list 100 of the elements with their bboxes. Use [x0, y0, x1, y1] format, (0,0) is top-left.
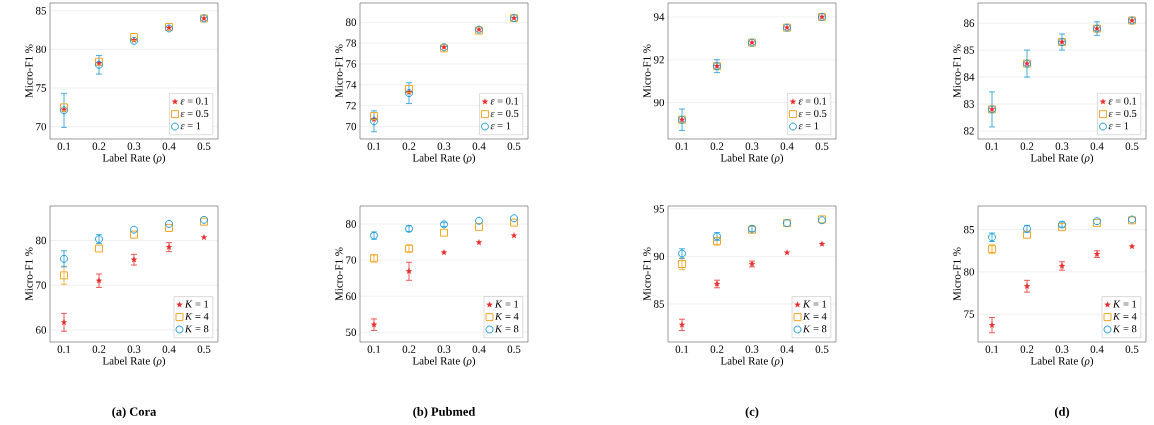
x-tick-label: 0.5 [507, 345, 521, 353]
x-tick-label: 0.4 [162, 142, 176, 150]
legend-label: K = 8 [802, 325, 827, 333]
text: (a) Cora [112, 407, 157, 419]
x-tick-label: 0.3 [127, 345, 141, 353]
y-tick-label: 95 [653, 205, 665, 213]
x-tick-label: 0.1 [675, 142, 689, 150]
x-tick-label: 0.3 [127, 142, 141, 150]
y-tick-label: 72 [346, 102, 356, 110]
y-tick-label: 78 [346, 39, 357, 47]
x-tick-label: 0.1 [367, 142, 381, 150]
y-tick-label: 80 [345, 18, 357, 26]
x-tick-label: 0.4 [780, 345, 794, 353]
y-tick-label: 90 [653, 252, 665, 261]
text: (b) Pubmed [413, 407, 476, 419]
legend-label: ε = 0.1 [798, 97, 827, 105]
x-tick-label: 0.5 [815, 345, 829, 353]
y-tick-label: 85 [35, 7, 47, 15]
text: (c) [745, 407, 759, 419]
y-axis-title: Micro-F1 % [25, 44, 33, 98]
x-tick-label: 0.3 [1055, 142, 1069, 150]
x-tick-label: 0.2 [1020, 345, 1034, 353]
x-tick-label: 0.3 [1055, 345, 1069, 353]
legend-label: ε = 0.5 [798, 109, 827, 117]
legend-label: ε = 0.1 [1108, 97, 1137, 105]
y-tick-label: 83 [963, 100, 975, 108]
x-tick-label: 0.5 [1125, 142, 1139, 150]
y-tick-label: 70 [36, 281, 47, 289]
legend-label: K = 4 [494, 312, 519, 320]
y-axis-title: Micro-F1 % [335, 44, 343, 98]
x-axis-title: Label Rate (ρ) [1030, 153, 1094, 164]
x-tick-label: 0.4 [1090, 345, 1104, 353]
y-tick-label: 85 [963, 46, 975, 54]
x-tick-label: 0.2 [710, 142, 724, 150]
y-tick-label: 92 [653, 56, 664, 64]
x-tick-label: 0.3 [437, 345, 451, 353]
legend-label: K = 8 [494, 325, 519, 333]
legend-label: K = 8 [1112, 325, 1137, 333]
x-tick-label: 0.4 [472, 345, 486, 353]
x-tick-label: 0.1 [985, 345, 999, 353]
x-axis-title: Label Rate (ρ) [412, 356, 476, 367]
y-tick-label: 82 [963, 127, 974, 135]
x-tick-label: 0.2 [402, 345, 416, 353]
x-tick-label: 0.5 [197, 345, 211, 353]
legend-label: K = 4 [1112, 312, 1137, 320]
y-tick-label: 70 [346, 256, 357, 264]
y-tick-label: 74 [346, 81, 357, 89]
legend-label: ε = 0.5 [1108, 109, 1137, 117]
x-axis-title: Label Rate (ρ) [102, 153, 166, 164]
legend-label: K = 8 [184, 325, 209, 333]
y-axis-title: Micro-F1 % [335, 247, 343, 301]
y-tick-label: 80 [35, 45, 47, 54]
x-axis-title: Label Rate (ρ) [720, 356, 784, 367]
x-tick-label: 0.4 [472, 142, 486, 150]
x-axis-title: Label Rate (ρ) [102, 356, 166, 367]
x-tick-label: 0.2 [710, 345, 724, 353]
y-tick-label: 85 [653, 300, 665, 308]
x-tick-label: 0.1 [985, 142, 999, 150]
y-tick-label: 86 [963, 19, 975, 27]
y-tick-label: 80 [963, 268, 975, 276]
legend-label: ε = 1 [1108, 122, 1129, 130]
y-tick-label: 85 [963, 225, 975, 234]
x-tick-label: 0.3 [745, 142, 759, 150]
x-tick-label: 0.5 [1125, 345, 1139, 353]
y-tick-label: 60 [35, 326, 47, 334]
x-tick-label: 0.4 [780, 142, 794, 150]
x-tick-label: 0.2 [1020, 142, 1034, 150]
x-tick-label: 0.1 [57, 142, 71, 150]
legend-label: K = 4 [802, 312, 827, 320]
y-axis-title: Micro-F1 % [643, 44, 651, 98]
x-tick-label: 0.4 [162, 345, 176, 353]
x-tick-label: 0.1 [367, 345, 381, 353]
legend-label: K = 1 [494, 300, 519, 308]
text: (d) [1054, 407, 1070, 419]
x-axis-title: Label Rate (ρ) [720, 153, 784, 164]
x-tick-label: 0.3 [437, 142, 451, 150]
x-tick-label: 0.5 [507, 142, 521, 150]
y-axis-title: Micro-F1 % [953, 44, 961, 98]
x-tick-label: 0.2 [92, 345, 106, 353]
x-axis-title: Label Rate (ρ) [1030, 356, 1094, 367]
y-tick-label: 80 [345, 220, 357, 228]
x-tick-label: 0.2 [402, 142, 416, 150]
legend-label: ε = 1 [180, 122, 201, 130]
x-tick-label: 0.3 [745, 345, 759, 353]
x-axis-title: Label Rate (ρ) [412, 153, 476, 164]
x-tick-label: 0.1 [675, 345, 689, 353]
x-tick-label: 0.5 [197, 142, 211, 150]
y-axis-title: Micro-F1 % [953, 247, 961, 301]
legend-label: ε = 0.1 [180, 97, 209, 105]
y-tick-label: 84 [963, 73, 975, 81]
legend-label: K = 4 [184, 312, 209, 320]
x-tick-label: 0.1 [57, 345, 71, 353]
legend-label: K = 1 [802, 300, 827, 308]
y-tick-label: 75 [36, 84, 47, 92]
x-tick-label: 0.4 [1090, 142, 1104, 150]
legend-label: ε = 1 [798, 122, 819, 130]
y-tick-label: 80 [35, 236, 47, 245]
y-axis-title: Micro-F1 % [25, 247, 33, 301]
y-tick-label: 76 [346, 60, 357, 68]
legend-label: ε = 1 [490, 122, 511, 130]
